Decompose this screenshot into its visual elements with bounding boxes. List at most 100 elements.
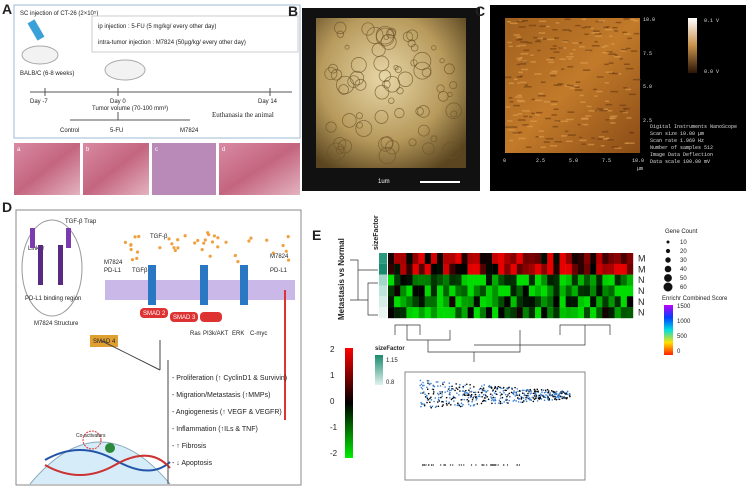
heat-cell (455, 253, 462, 265)
vesicle (330, 69, 343, 81)
heat-cell (418, 263, 425, 275)
heat-cell (467, 263, 474, 275)
grain (542, 38, 547, 40)
point (429, 405, 432, 408)
label: PD-L1 (270, 268, 288, 274)
point (460, 464, 462, 466)
gene-count-legend: 10 20 30 40 50 60 (663, 240, 687, 292)
point (512, 393, 515, 396)
point (527, 395, 530, 397)
grain (549, 48, 557, 50)
point (442, 404, 444, 406)
grain (536, 39, 541, 42)
grain (605, 71, 613, 73)
point (559, 392, 562, 394)
grain (562, 40, 568, 43)
point (446, 404, 448, 406)
grain (624, 63, 630, 65)
point (569, 393, 571, 396)
antibody-chain (58, 245, 63, 285)
panel-letter: B (288, 3, 298, 19)
grain (512, 114, 519, 116)
syringe (27, 19, 45, 41)
point (534, 392, 537, 394)
histology-image (14, 143, 80, 195)
grain (546, 38, 555, 41)
tgf-dot (133, 235, 137, 239)
point (561, 396, 564, 399)
grain (579, 139, 587, 142)
grain (580, 62, 588, 64)
heat-cell (498, 285, 505, 297)
point (466, 398, 469, 401)
heat-cell (424, 307, 432, 319)
grain (604, 63, 609, 66)
point (426, 401, 428, 404)
vesicle (417, 124, 430, 137)
point (555, 398, 558, 401)
grain (538, 32, 546, 34)
tgf-dot (135, 256, 139, 260)
point (502, 390, 505, 392)
antibody-chain (66, 228, 71, 248)
tgf-dot (202, 241, 206, 245)
point (423, 403, 425, 405)
heat-cell (479, 296, 487, 308)
point (504, 389, 506, 392)
point (480, 391, 483, 394)
grain (614, 147, 622, 149)
tgf-dot (196, 238, 200, 243)
point (431, 405, 434, 408)
grain (605, 100, 610, 103)
heat-cell (400, 274, 407, 286)
grain (579, 46, 585, 48)
point (473, 403, 475, 406)
label: d (222, 147, 225, 153)
coactivator (82, 430, 102, 450)
grain (604, 82, 609, 84)
grain (518, 71, 523, 74)
tgf-dot (216, 245, 220, 249)
heat-cell (406, 285, 413, 297)
point (569, 395, 571, 398)
tgf-dot (176, 246, 180, 250)
point (566, 390, 569, 393)
heat-cell (424, 285, 432, 297)
grain (581, 143, 586, 145)
size-dot (665, 248, 671, 254)
point (437, 399, 440, 401)
heat-cell (541, 253, 548, 265)
vesicle (338, 84, 349, 95)
heat-cell (455, 296, 462, 308)
receptor (240, 265, 248, 305)
point (473, 395, 475, 398)
heat-cell (626, 263, 634, 275)
grain (549, 57, 556, 59)
point (554, 395, 556, 398)
heat-cell (553, 307, 560, 319)
histology-image (219, 143, 300, 195)
point (467, 403, 470, 406)
grain (573, 84, 578, 87)
complex (105, 443, 115, 453)
vesicle (450, 110, 458, 118)
heat-cell (412, 253, 419, 265)
size-dot (666, 240, 670, 244)
heat-cell (394, 296, 401, 308)
point (511, 392, 514, 394)
point (521, 392, 524, 395)
color-key-label: 0 (330, 397, 335, 406)
point (456, 388, 459, 390)
label: Co-activators (76, 433, 106, 439)
point (529, 388, 532, 391)
grain (633, 78, 641, 81)
row-label: N (638, 275, 645, 285)
heat-cell (584, 285, 591, 297)
point (451, 385, 453, 388)
heat-cell (602, 285, 609, 297)
heat-cell (565, 307, 572, 319)
grain (551, 103, 557, 106)
heat-cell (522, 253, 530, 265)
point (466, 392, 469, 395)
panel-letter: E (312, 227, 321, 243)
